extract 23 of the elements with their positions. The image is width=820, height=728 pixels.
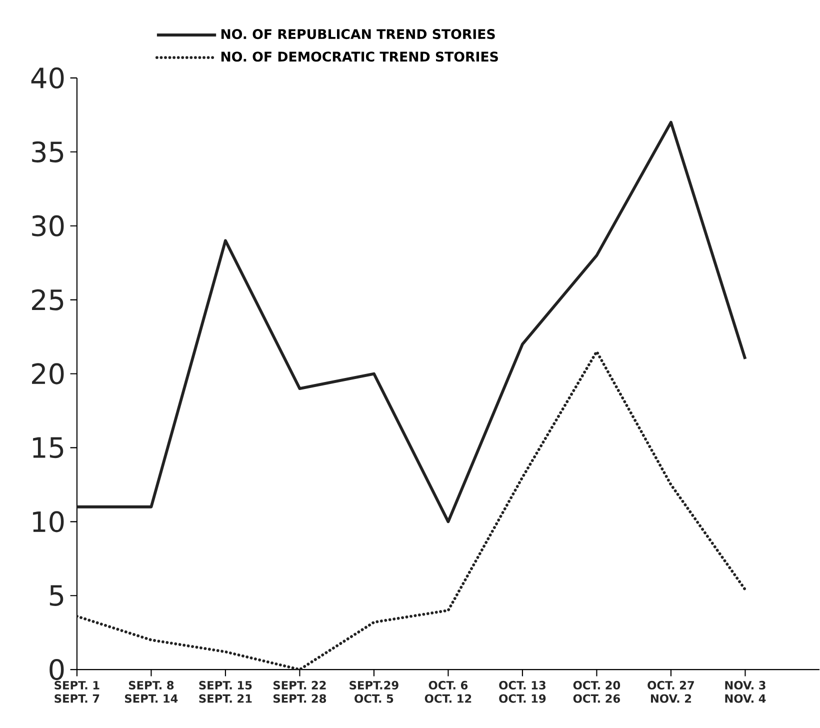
legend-label: NO. OF DEMOCRATIC TREND STORIES [221, 52, 498, 62]
y-tick-label: 25 [32, 289, 64, 311]
x-tick-label: OCT. 27 NOV. 2 [648, 681, 694, 704]
y-tick-label: 40 [31, 68, 64, 89]
y-tick-label: 5 [50, 585, 64, 606]
line-series [76, 350, 747, 670]
x-tick-label: OCT. 6 OCT. 12 [424, 681, 472, 704]
x-tick-label: SEPT. 15 SEPT. 21 [199, 681, 252, 704]
x-tick-label: SEPT. 22 SEPT. 28 [274, 681, 326, 704]
y-tick-label: 20 [32, 363, 64, 385]
y-tick-label: 15 [33, 438, 64, 458]
legend-label: NO. OF REPUBLICAN TREND STORIES [221, 29, 495, 40]
x-tick-label: SEPT. 8 SEPT. 14 [125, 681, 178, 704]
y-tick-label: 10 [33, 511, 64, 532]
x-tick-label: OCT. 13 OCT. 19 [499, 681, 546, 704]
y-tick-label: 0 [50, 659, 64, 680]
y-tick-label: 30 [32, 216, 64, 237]
x-tick-label: OCT. 20 OCT. 26 [573, 681, 620, 704]
x-tick-label: NOV. 3 NOV. 4 [725, 681, 766, 704]
y-tick-label: 35 [32, 142, 64, 163]
x-tick-label: SEPT.29 OCT. 5 [350, 681, 398, 704]
line-series [76, 121, 747, 524]
x-tick-label: SEPT. 1 SEPT. 7 [54, 681, 100, 704]
